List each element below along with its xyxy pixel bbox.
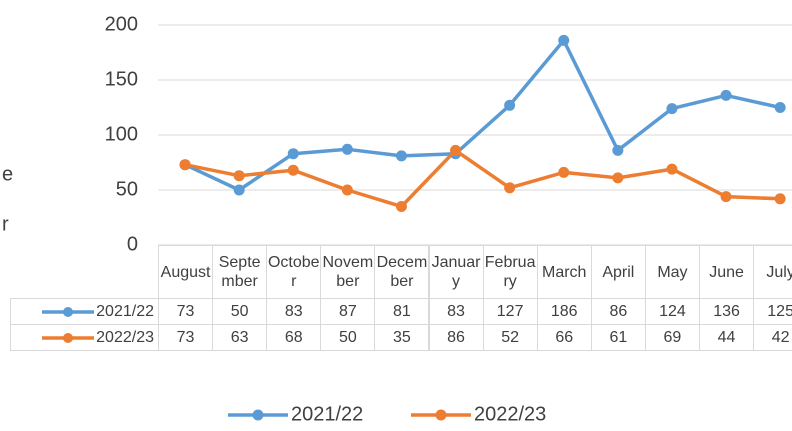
series-name: 2021/22 (96, 303, 154, 320)
value-cell: 35 (374, 324, 430, 351)
series-marker (233, 184, 245, 196)
category-cell: December (374, 245, 430, 299)
category-cell: June (699, 245, 755, 299)
value-cell: 50 (212, 298, 268, 325)
value-cell: 136 (699, 298, 755, 325)
value-cell: 44 (699, 324, 755, 351)
legend-marker (435, 409, 447, 421)
category-cell: January (428, 245, 484, 299)
category-cell: March (536, 245, 592, 299)
value-cell: 124 (644, 298, 700, 325)
series-marker (612, 172, 624, 184)
series-marker (233, 170, 245, 182)
series-key-cell: 2021/22 (10, 298, 159, 325)
series-name: 2022/23 (96, 329, 154, 346)
value-cell: 86 (428, 324, 484, 351)
axis-title-fragment: e (2, 163, 13, 185)
value-cell: 63 (212, 324, 268, 351)
legend-label: 2022/23 (474, 403, 546, 425)
y-tick-label: 100 (105, 123, 138, 145)
y-tick-label: 50 (116, 178, 138, 200)
series-marker (179, 159, 191, 171)
category-cell: October (266, 245, 322, 299)
series-marker (504, 99, 516, 111)
category-cell: November (320, 245, 376, 299)
series-key (42, 332, 95, 343)
series-marker (666, 163, 678, 175)
axis-title-fragment: r (2, 213, 9, 235)
value-cell: 125 (753, 298, 792, 325)
series-marker (612, 144, 624, 156)
series-marker (774, 102, 786, 113)
value-cell: 87 (320, 298, 376, 325)
y-tick-label: 0 (127, 233, 138, 255)
value-cell: 86 (590, 298, 646, 325)
value-cell: 83 (266, 298, 322, 325)
value-cell: 73 (158, 298, 214, 325)
y-tick-label: 150 (105, 68, 138, 90)
series-marker (395, 201, 407, 212)
legend-label: 2021/22 (291, 403, 363, 425)
category-cell: July (753, 245, 792, 299)
series-line (184, 38, 781, 192)
category-cell: February (482, 245, 538, 299)
key-marker (63, 332, 74, 343)
value-cell: 50 (320, 324, 376, 351)
series-marker (720, 89, 732, 101)
value-cell: 52 (482, 324, 538, 351)
series-marker (341, 143, 353, 155)
category-cell: May (644, 245, 700, 299)
key-marker (63, 306, 74, 317)
value-cell: 66 (536, 324, 592, 351)
series-marker (774, 193, 786, 205)
series-marker (395, 150, 407, 162)
value-cell: 186 (536, 298, 592, 325)
value-cell: 42 (753, 324, 792, 351)
value-cell: 61 (590, 324, 646, 351)
series-marker (666, 103, 678, 115)
series-marker (720, 191, 732, 203)
legend-marker (252, 409, 264, 421)
series-marker (504, 182, 516, 194)
category-cell: April (590, 245, 646, 299)
series-marker (341, 184, 353, 196)
value-cell: 127 (482, 298, 538, 325)
series-marker (558, 166, 570, 178)
value-cell: 83 (428, 298, 484, 325)
series-line (184, 148, 781, 209)
y-tick-label: 200 (105, 13, 138, 35)
category-cell: September (212, 245, 268, 299)
series-key (42, 306, 95, 317)
value-cell: 73 (158, 324, 214, 351)
value-cell: 81 (374, 298, 430, 325)
series-marker (287, 164, 299, 176)
category-cell: August (158, 245, 214, 299)
series-marker (287, 148, 299, 160)
series-marker (450, 144, 462, 156)
value-cell: 68 (266, 324, 322, 351)
value-cell: 69 (644, 324, 700, 351)
series-marker (558, 34, 570, 46)
series-key-cell: 2022/23 (10, 324, 159, 351)
